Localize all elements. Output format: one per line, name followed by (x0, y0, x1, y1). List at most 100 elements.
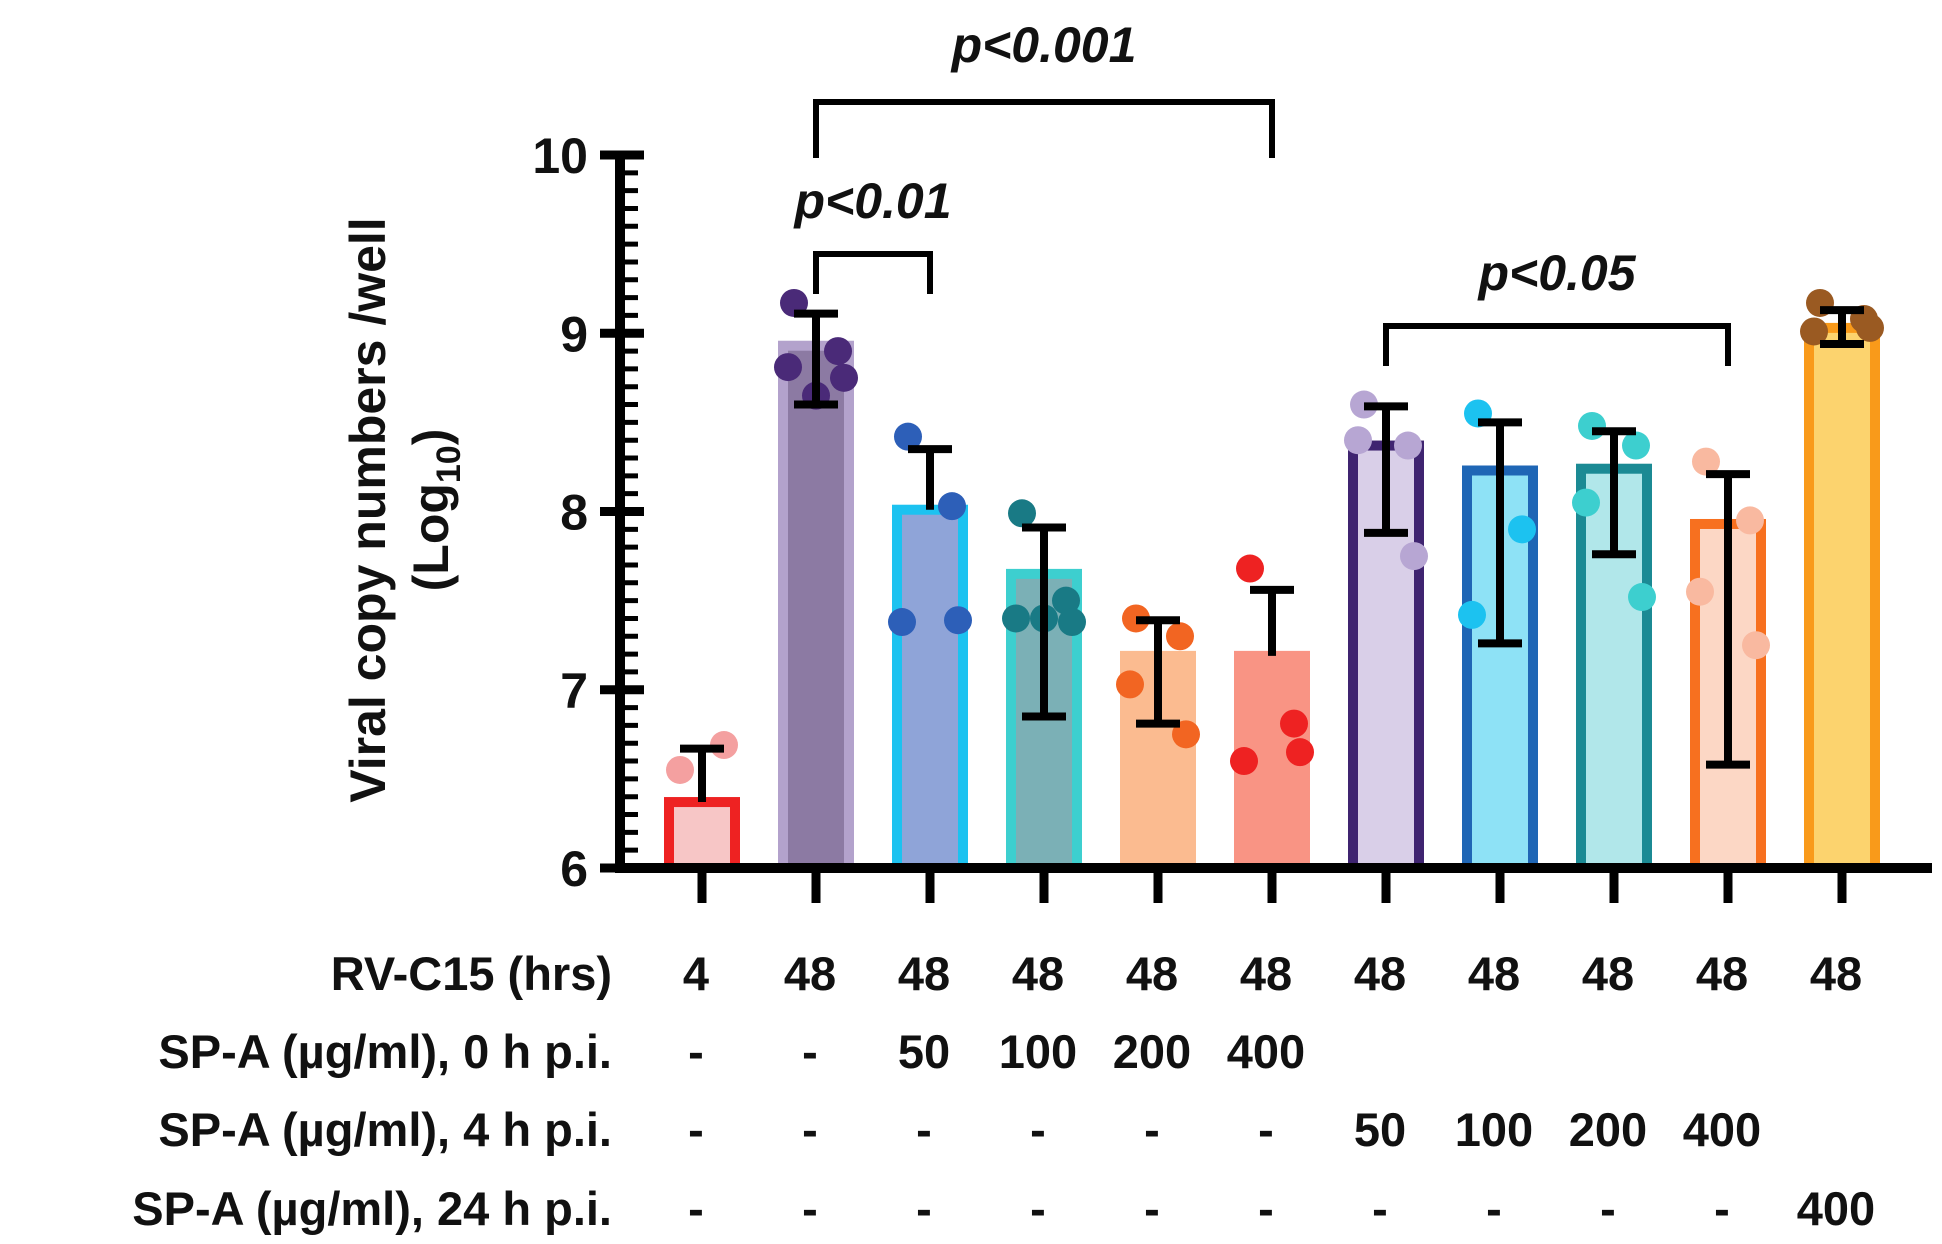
data-point-6-4 (1286, 738, 1314, 767)
y-units-subscript: 10 (430, 445, 468, 483)
data-point-2-2 (824, 337, 852, 366)
row-3-cell-1: - (688, 1103, 704, 1156)
y-axis-label-units: (Log10) (403, 429, 468, 592)
row-2-cell-4: 100 (999, 1025, 1077, 1078)
data-point-2-3 (774, 353, 802, 382)
significance-bracket-1 (813, 99, 1275, 158)
significance-label-1: p<0.001 (950, 17, 1137, 73)
significance-bracket-3 (1383, 323, 1731, 366)
data-point-9-1 (1578, 411, 1606, 440)
row-3-cell-9: 200 (1569, 1103, 1647, 1156)
row-4-cell-7: - (1372, 1182, 1388, 1235)
data-point-8-2 (1508, 515, 1536, 544)
data-point-5-2 (1166, 622, 1194, 651)
data-point-9-4 (1628, 583, 1656, 612)
row-1-cell-7: 48 (1354, 947, 1406, 1000)
row-2-cell-1: - (688, 1025, 704, 1078)
row-3-cell-5: - (1144, 1103, 1160, 1156)
data-point-10-1 (1692, 447, 1720, 476)
y-units-prefix: (Log (403, 483, 459, 591)
row-4-cell-6: - (1258, 1182, 1274, 1235)
row-3-cell-4: - (1030, 1103, 1046, 1156)
data-point-5-3 (1116, 670, 1144, 699)
data-point-10-2 (1736, 506, 1764, 535)
data-point-6-2 (1280, 709, 1308, 738)
row-1-cell-10: 48 (1696, 947, 1748, 1000)
significance-label-3: p<0.05 (1476, 245, 1636, 301)
significance-bracket-2 (813, 251, 933, 294)
row-3-cell-7: 50 (1354, 1103, 1406, 1156)
data-point-3-2 (938, 492, 966, 521)
y-tick-label-7: 7 (560, 663, 588, 719)
y-tick-label-6: 6 (560, 841, 588, 897)
bar-2 (778, 340, 854, 874)
row-3-cell-8: 100 (1455, 1103, 1533, 1156)
data-point-3-4 (944, 606, 972, 635)
data-point-7-2 (1394, 431, 1422, 460)
row-4-cell-11: 400 (1797, 1182, 1875, 1235)
data-point-11-4 (1856, 313, 1884, 342)
row-1-cell-1: 4 (683, 947, 709, 1000)
data-point-1-1 (666, 755, 694, 784)
y-axis-label: Viral copy numbers /well (340, 217, 396, 802)
bar-1 (664, 797, 740, 873)
row-3-cell-6: - (1258, 1103, 1274, 1156)
row-3-cell-2: - (802, 1103, 818, 1156)
y-tick-label-10: 10 (532, 128, 588, 184)
bar-3 (892, 504, 968, 873)
data-point-4-2 (1052, 586, 1080, 615)
data-point-6-1 (1236, 554, 1264, 583)
row-1-cell-8: 48 (1468, 947, 1520, 1000)
row-label-2: SP-A (µg/ml), 0 h p.i. (158, 1025, 612, 1078)
significance-layer: p<0.001 p<0.01 p<0.05 (792, 17, 1731, 366)
axes-layer: 6 7 8 9 10 (532, 128, 1932, 903)
row-1-cell-3: 48 (898, 947, 950, 1000)
row-4-cell-9: - (1600, 1182, 1616, 1235)
bar-11 (1804, 322, 1880, 873)
row-1-cell-9: 48 (1582, 947, 1634, 1000)
data-point-10-4 (1742, 631, 1770, 660)
data-point-4-3 (1002, 604, 1030, 633)
row-4-cell-5: - (1144, 1182, 1160, 1235)
row-label-3: SP-A (µg/ml), 4 h p.i. (158, 1103, 612, 1156)
data-point-2-4 (830, 363, 858, 392)
data-point-8-3 (1458, 600, 1486, 629)
data-point-11-3 (1800, 317, 1828, 346)
row-4-cell-1: - (688, 1182, 704, 1235)
row-1-cell-11: 48 (1810, 947, 1862, 1000)
row-label-4: SP-A (µg/ml), 24 h p.i. (132, 1182, 612, 1235)
row-4-cell-4: - (1030, 1182, 1046, 1235)
row-4-cell-3: - (916, 1182, 932, 1235)
y-units-suffix: ) (403, 429, 459, 446)
row-2-cell-6: 400 (1227, 1025, 1305, 1078)
data-point-3-3 (888, 608, 916, 637)
condition-table: RV-C15 (hrs) 4 48 48 48 48 48 48 48 48 48 48 SP-A (µ… (132, 947, 1875, 1235)
row-2-cell-3: 50 (898, 1025, 950, 1078)
row-1-cell-4: 48 (1012, 947, 1064, 1000)
row-2-cell-5: 200 (1113, 1025, 1191, 1078)
data-point-3-1 (894, 422, 922, 451)
row-4-cell-10: - (1714, 1182, 1730, 1235)
y-tick-label-8: 8 (560, 485, 588, 541)
bars-layer (664, 288, 1884, 874)
data-point-7-4 (1400, 542, 1428, 571)
significance-label-2: p<0.01 (792, 173, 951, 229)
row-3-cell-3: - (916, 1103, 932, 1156)
row-1-cell-6: 48 (1240, 947, 1292, 1000)
row-4-cell-8: - (1486, 1182, 1502, 1235)
data-point-6-3 (1230, 747, 1258, 776)
row-1-cell-5: 48 (1126, 947, 1178, 1000)
data-point-9-2 (1622, 431, 1650, 460)
y-tick-label-9: 9 (560, 306, 588, 362)
data-point-10-3 (1686, 577, 1714, 606)
row-1-cell-2: 48 (784, 947, 836, 1000)
row-3-cell-10: 400 (1683, 1103, 1761, 1156)
row-label-1: RV-C15 (hrs) (331, 947, 612, 1000)
data-point-9-3 (1572, 488, 1600, 517)
row-4-cell-2: - (802, 1182, 818, 1235)
data-point-7-3 (1344, 426, 1372, 455)
data-point-4-4 (1058, 608, 1086, 637)
row-2-cell-2: - (802, 1025, 818, 1078)
data-point-4-1 (1008, 499, 1036, 528)
